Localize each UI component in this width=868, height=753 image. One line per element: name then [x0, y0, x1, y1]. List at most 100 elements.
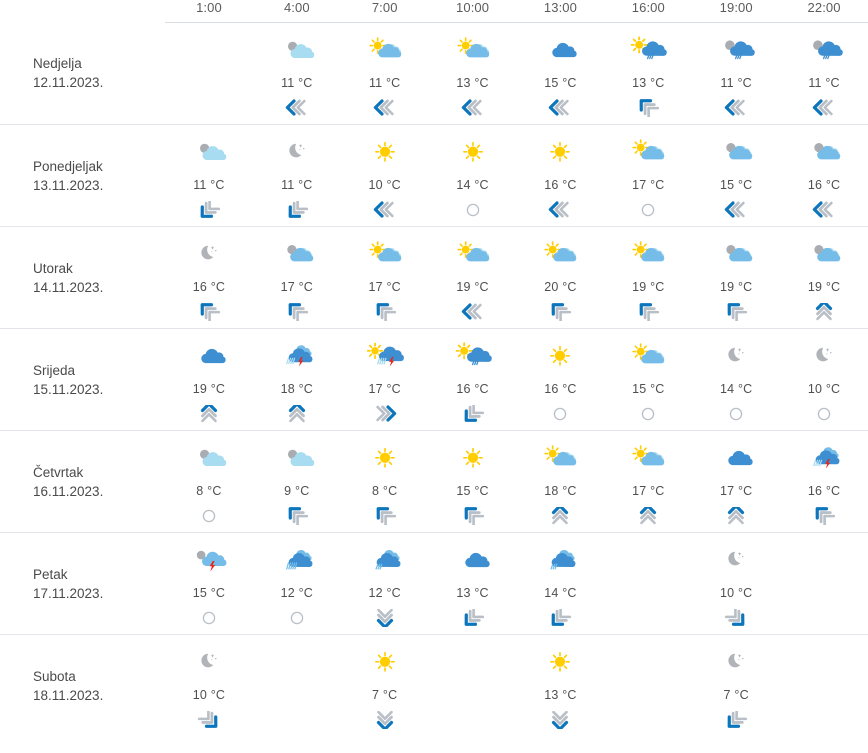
forecast-cell[interactable]: 17 °C: [340, 328, 429, 431]
forecast-cell[interactable]: 18 °C: [252, 328, 341, 431]
forecast-cell[interactable]: 13 °C: [517, 635, 605, 737]
temperature-value: 11 °C: [720, 75, 752, 90]
temperature-value: 7 °C: [723, 687, 749, 702]
forecast-cell[interactable]: 14 °C: [516, 532, 605, 635]
forecast-cell[interactable]: [253, 635, 341, 737]
forecast-cell[interactable]: 17 °C: [340, 226, 429, 329]
forecast-cell[interactable]: 10 °C: [692, 532, 781, 635]
day-name: Četvrtak: [33, 464, 84, 480]
temperature-value: 10 °C: [368, 177, 401, 192]
forecast-cell[interactable]: 13 °C: [428, 22, 517, 125]
forecast-cell[interactable]: 11 °C: [165, 124, 253, 227]
wind-west-icon: [460, 302, 486, 322]
wind-northwest-icon: [372, 302, 398, 322]
forecast-cell[interactable]: 12 °C: [252, 532, 341, 635]
wind-southeast-icon: [723, 608, 749, 628]
forecast-cell[interactable]: 19 °C: [428, 226, 517, 329]
forecast-cell[interactable]: 7 °C: [692, 635, 780, 737]
forecast-cell-stack: 14 °C: [429, 132, 517, 220]
forecast-cell[interactable]: 16 °C: [780, 124, 868, 227]
temperature-value: 11 °C: [808, 75, 840, 90]
forecast-cell[interactable]: [780, 635, 868, 737]
forecast-cell[interactable]: 11 °C: [252, 22, 341, 125]
forecast-cell[interactable]: 8 °C: [165, 430, 253, 533]
forecast-cell-stack: 15 °C: [604, 336, 692, 424]
sun-icon: [540, 646, 580, 680]
temperature-value: 19 °C: [807, 279, 841, 294]
sun-icon: [365, 646, 405, 680]
forecast-cell-stack: 10 °C: [692, 540, 780, 628]
forecast-cell[interactable]: 13 °C: [604, 22, 693, 125]
forecast-cell-stack: 17 °C: [604, 132, 692, 220]
hour-header-6: 16:00: [604, 0, 693, 23]
forecast-cell[interactable]: 15 °C: [165, 532, 253, 635]
wind-northwest-icon: [811, 506, 837, 526]
forecast-cell[interactable]: 17 °C: [604, 430, 693, 533]
forecast-cell-stack: 11 °C: [780, 30, 868, 118]
wind-west-icon: [460, 98, 486, 118]
forecast-cell[interactable]: 11 °C: [252, 124, 341, 227]
forecast-cell[interactable]: 9 °C: [252, 430, 341, 533]
forecast-cell[interactable]: 17 °C: [692, 430, 781, 533]
forecast-cell[interactable]: 18 °C: [516, 430, 605, 533]
forecast-cell[interactable]: 19 °C: [604, 226, 693, 329]
moon-icon: [716, 646, 756, 680]
temperature-value: 10 °C: [719, 585, 753, 600]
wind-southwest-icon: [460, 608, 486, 628]
forecast-cell[interactable]: [165, 22, 253, 125]
forecast-cell[interactable]: [604, 635, 692, 737]
forecast-cell[interactable]: 14 °C: [692, 328, 781, 431]
forecast-cell[interactable]: 8 °C: [340, 430, 429, 533]
forecast-cell[interactable]: 17 °C: [252, 226, 341, 329]
day-label-cell: Četvrtak 16.11.2023.: [0, 430, 165, 533]
forecast-cell[interactable]: [780, 532, 868, 635]
temperature-value: 10 °C: [192, 687, 226, 702]
forecast-cell-stack: 10 °C: [780, 336, 868, 424]
forecast-day-row: Subota 18.11.2023. 10 °C 7 °C 13 °C 7 °C: [0, 635, 868, 737]
forecast-cell-stack: 16 °C: [517, 132, 605, 220]
forecast-cell[interactable]: 19 °C: [780, 226, 868, 329]
forecast-cell[interactable]: 17 °C: [604, 124, 693, 227]
temperature-value: 16 °C: [456, 381, 489, 396]
sun-icon: [540, 340, 580, 374]
sun-icon: [540, 136, 580, 170]
hour-header-4: 10:00: [428, 0, 517, 23]
temperature-value: 11 °C: [368, 75, 401, 90]
forecast-cell[interactable]: 15 °C: [516, 22, 605, 125]
temperature-value: 19 °C: [719, 279, 753, 294]
forecast-cell[interactable]: 16 °C: [165, 226, 253, 329]
forecast-cell[interactable]: [429, 635, 517, 737]
day-label-cell: Subota 18.11.2023.: [0, 635, 165, 737]
forecast-cell[interactable]: [604, 532, 693, 635]
forecast-cell[interactable]: 16 °C: [428, 328, 517, 431]
forecast-cell[interactable]: 11 °C: [780, 22, 868, 125]
forecast-cell[interactable]: 11 °C: [340, 22, 429, 125]
forecast-cell[interactable]: 15 °C: [604, 328, 693, 431]
forecast-cell[interactable]: 10 °C: [340, 124, 429, 227]
forecast-cell[interactable]: 11 °C: [692, 22, 781, 125]
forecast-cell[interactable]: 16 °C: [780, 430, 868, 533]
rain-icon: [539, 544, 581, 578]
temperature-value: 8 °C: [196, 483, 222, 498]
forecast-cell[interactable]: 7 °C: [341, 635, 429, 737]
temperature-value: 15 °C: [719, 177, 753, 192]
day-label-cell: Utorak 14.11.2023.: [0, 226, 165, 329]
forecast-day-row: Petak 17.11.2023. 15 °C 12 °C 12 °C 13 °C 14 °…: [0, 532, 868, 635]
forecast-cell[interactable]: 20 °C: [516, 226, 605, 329]
partly-cloudy-day-icon: [363, 238, 407, 272]
wind-northwest-icon: [284, 302, 310, 322]
thunderstorm-icon: [276, 340, 318, 374]
temperature-value: 10 °C: [807, 381, 841, 396]
forecast-cell[interactable]: 16 °C: [516, 124, 605, 227]
forecast-cell[interactable]: 10 °C: [780, 328, 868, 431]
forecast-cell[interactable]: 15 °C: [428, 430, 517, 533]
forecast-cell[interactable]: 10 °C: [165, 635, 253, 737]
forecast-cell[interactable]: 14 °C: [428, 124, 517, 227]
forecast-cell[interactable]: 16 °C: [516, 328, 605, 431]
forecast-cell[interactable]: 19 °C: [165, 328, 253, 431]
forecast-cell[interactable]: 19 °C: [692, 226, 781, 329]
forecast-cell[interactable]: 15 °C: [692, 124, 781, 227]
forecast-cell[interactable]: 12 °C: [340, 532, 429, 635]
wind-west-icon: [547, 98, 573, 118]
forecast-cell[interactable]: 13 °C: [428, 532, 517, 635]
